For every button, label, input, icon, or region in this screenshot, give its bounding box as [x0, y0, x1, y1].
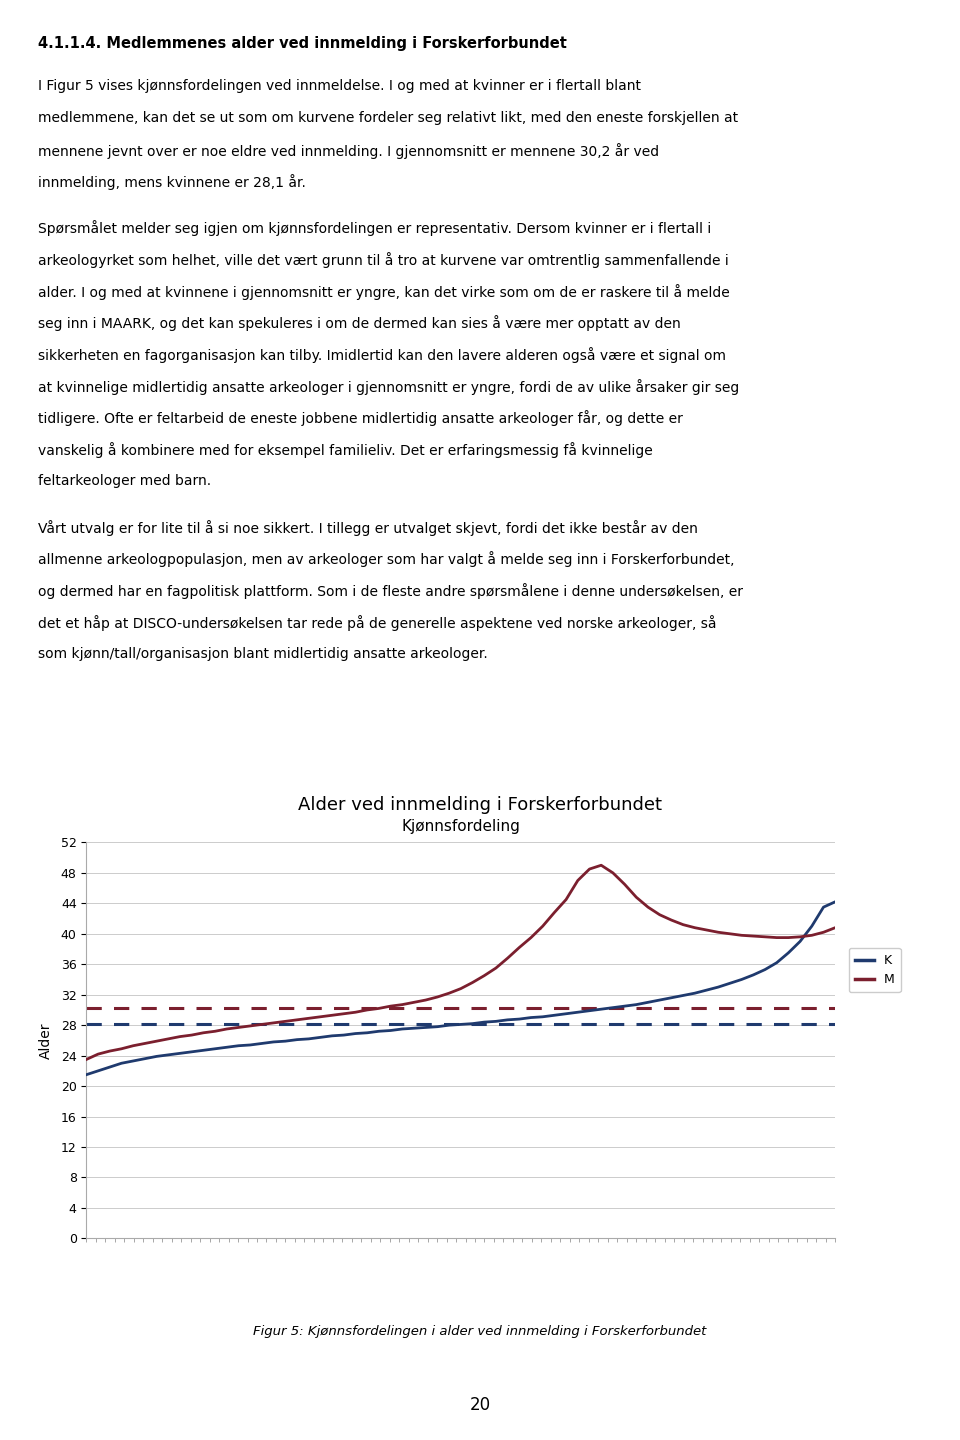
Text: vanskelig å kombinere med for eksempel familieliv. Det er erfaringsmessig få kvi: vanskelig å kombinere med for eksempel f…: [38, 442, 653, 458]
Text: det et håp at DISCO-undersøkelsen tar rede på de generelle aspektene ved norske : det et håp at DISCO-undersøkelsen tar re…: [38, 615, 717, 631]
Text: Spørsmålet melder seg igjen om kjønnsfordelingen er representativ. Dersom kvinne: Spørsmålet melder seg igjen om kjønnsfor…: [38, 220, 711, 236]
Text: Figur 5: Kjønnsfordelingen i alder ved innmelding i Forskerforbundet: Figur 5: Kjønnsfordelingen i alder ved i…: [253, 1325, 707, 1338]
Text: 4.1.1.4. Medlemmenes alder ved innmelding i Forskerforbundet: 4.1.1.4. Medlemmenes alder ved innmeldin…: [38, 36, 567, 50]
Text: medlemmene, kan det se ut som om kurvene fordeler seg relativt likt, med den ene: medlemmene, kan det se ut som om kurvene…: [38, 111, 738, 125]
Text: seg inn i MAARK, og det kan spekuleres i om de dermed kan sies å være mer opptat: seg inn i MAARK, og det kan spekuleres i…: [38, 315, 682, 331]
Legend: K, M: K, M: [849, 948, 900, 992]
Text: Alder ved innmelding i Forskerforbundet: Alder ved innmelding i Forskerforbundet: [298, 795, 662, 814]
Text: innmelding, mens kvinnene er 28,1 år.: innmelding, mens kvinnene er 28,1 år.: [38, 174, 306, 190]
Text: og dermed har en fagpolitisk plattform. Som i de fleste andre spørsmålene i denn: og dermed har en fagpolitisk plattform. …: [38, 583, 743, 599]
Text: allmenne arkeologpopulasjon, men av arkeologer som har valgt å melde seg inn i F: allmenne arkeologpopulasjon, men av arke…: [38, 552, 735, 567]
Text: at kvinnelige midlertidig ansatte arkeologer i gjennomsnitt er yngre, fordi de a: at kvinnelige midlertidig ansatte arkeol…: [38, 379, 739, 395]
Text: tidligere. Ofte er feltarbeid de eneste jobbene midlertidig ansatte arkeologer f: tidligere. Ofte er feltarbeid de eneste …: [38, 410, 684, 426]
Text: Vårt utvalg er for lite til å si noe sikkert. I tillegg er utvalget skjevt, ford: Vårt utvalg er for lite til å si noe sik…: [38, 520, 698, 536]
Text: I Figur 5 vises kjønnsfordelingen ved innmeldelse. I og med at kvinner er i fler: I Figur 5 vises kjønnsfordelingen ved in…: [38, 79, 641, 94]
Text: arkeologyrket som helhet, ville det vært grunn til å tro at kurvene var omtrentl: arkeologyrket som helhet, ville det vært…: [38, 252, 730, 268]
Y-axis label: Alder: Alder: [38, 1022, 53, 1058]
Text: mennene jevnt over er noe eldre ved innmelding. I gjennomsnitt er mennene 30,2 å: mennene jevnt over er noe eldre ved innm…: [38, 143, 660, 158]
Text: feltarkeologer med barn.: feltarkeologer med barn.: [38, 474, 211, 488]
Title: Kjønnsfordeling: Kjønnsfordeling: [401, 819, 520, 834]
Text: alder. I og med at kvinnene i gjennomsnitt er yngre, kan det virke som om de er : alder. I og med at kvinnene i gjennomsni…: [38, 284, 731, 300]
Text: som kjønn/tall/organisasjon blant midlertidig ansatte arkeologer.: som kjønn/tall/organisasjon blant midler…: [38, 647, 488, 661]
Text: 20: 20: [469, 1397, 491, 1414]
Text: sikkerheten en fagorganisasjon kan tilby. Imidlertid kan den lavere alderen også: sikkerheten en fagorganisasjon kan tilby…: [38, 347, 727, 363]
